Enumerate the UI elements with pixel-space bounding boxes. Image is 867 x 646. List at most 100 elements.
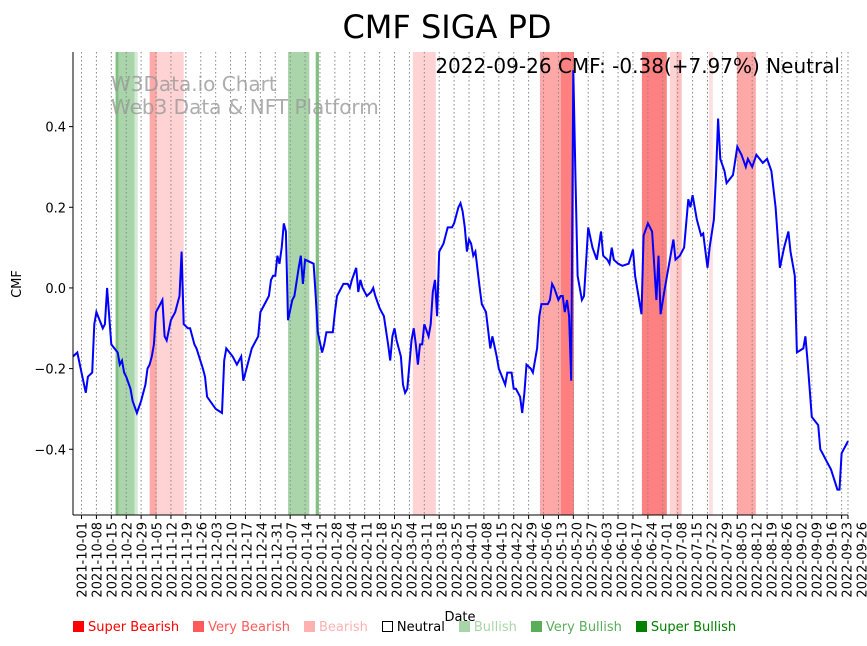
x-tick-label: 2022-07-29: [721, 522, 736, 598]
legend-item-very-bullish: Very Bullish: [530, 620, 622, 635]
legend-label: Super Bullish: [650, 620, 737, 635]
x-tick-label: 2022-04-22: [511, 522, 526, 598]
x-tick-label: 2021-10-01: [76, 522, 91, 598]
y-ticks: 0.4 0.2 0.0 −0.2 −0.4: [34, 121, 73, 458]
watermark-line-2: Web3 Data & NFT Platform: [111, 95, 379, 119]
x-tick-label: 2021-12-31: [271, 522, 286, 598]
x-tick-label: 2021-12-24: [256, 522, 271, 598]
band-bullish-weak-: [134, 52, 138, 515]
y-tick-label: 0.2: [45, 201, 66, 216]
x-tick-label: 2022-03-25: [451, 522, 466, 598]
x-tick-label: 2022-01-14: [301, 522, 316, 598]
band-bearish: [675, 52, 682, 515]
legend-label: Super Bearish: [88, 620, 180, 635]
x-tick-label: 2022-09-02: [796, 522, 811, 598]
y-tick-label: 0.4: [45, 121, 66, 136]
x-tick-label: 2022-05-27: [586, 522, 601, 598]
legend-swatch: [458, 621, 470, 632]
x-tick-label: 2022-06-24: [646, 522, 661, 598]
x-tick-label: 2022-01-07: [286, 522, 301, 598]
x-tick-label: 2022-06-17: [631, 522, 646, 598]
band-bearish: [669, 52, 676, 515]
x-tick-label: 2021-10-22: [121, 522, 136, 598]
band-very-bullish: [115, 52, 119, 515]
legend-item-neutral: Neutral: [381, 620, 445, 635]
x-tick-label: 2022-08-19: [766, 522, 781, 598]
x-tick-label: 2021-11-05: [151, 522, 166, 598]
legend-label: Very Bullish: [545, 620, 622, 635]
x-tick-label: 2022-03-18: [436, 522, 451, 598]
watermark-line-1: W3Data.io Chart: [111, 72, 277, 96]
x-tick-label: 2021-12-17: [241, 522, 256, 598]
x-tick-label: 2021-10-15: [106, 522, 121, 598]
legend-swatch: [73, 621, 84, 632]
x-tick-label: 2022-09-26: [856, 522, 867, 598]
x-tick-label: 2022-03-11: [421, 522, 436, 598]
x-tick-label: 2021-11-19: [181, 522, 196, 598]
legend-item-bearish: Bearish: [303, 620, 368, 635]
x-tick-label: 2021-10-08: [91, 522, 106, 598]
x-tick-label: 2022-09-16: [826, 522, 841, 598]
x-tick-label: 2022-09-09: [811, 522, 826, 598]
legend-swatch: [381, 621, 393, 632]
band-bearish: [412, 52, 436, 515]
x-tick-label: 2022-04-15: [496, 522, 511, 598]
x-tick-label: 2022-05-20: [571, 522, 586, 598]
x-tick-label: 2021-10-29: [136, 522, 151, 598]
legend-item-super-bearish: Super Bearish: [73, 620, 179, 635]
x-tick-label: 2022-02-25: [391, 522, 406, 598]
legend-swatch: [530, 621, 542, 632]
legend-swatch: [635, 621, 647, 632]
y-axis-label: CMF: [10, 270, 25, 298]
x-tick-label: 2022-01-28: [331, 522, 346, 598]
legend-item-bullish: Bullish: [458, 620, 517, 635]
band-very-bearish: [539, 52, 561, 515]
band-very-bearish: [736, 52, 756, 515]
x-tick-label: 2022-07-22: [706, 522, 721, 598]
x-tick-label: 2022-07-15: [691, 522, 706, 598]
grid-lines: [81, 52, 849, 515]
legend-swatch: [193, 621, 205, 632]
x-tick-label: 2022-04-29: [526, 522, 541, 598]
x-tick-label: 2022-04-01: [466, 522, 481, 598]
chart-title: CMF SIGA PD: [342, 8, 551, 46]
cmf-series-line: [72, 70, 849, 491]
x-tick-label: 2022-08-12: [751, 522, 766, 598]
band-super-bearish: [560, 52, 574, 515]
x-tick-label: 2022-08-05: [736, 522, 751, 598]
y-tick-label: −0.2: [34, 363, 66, 378]
band-very-bearish: [149, 52, 157, 515]
x-tick-label: 2022-06-10: [616, 522, 631, 598]
legend-item-super-bullish: Super Bullish: [635, 620, 737, 635]
band-bullish: [118, 52, 135, 515]
x-tick-label: 2022-02-11: [361, 522, 376, 598]
x-ticks: 2021-10-01 2021-10-08 2021-10-15 2021-10-22…: [76, 515, 867, 598]
legend-label: Bearish: [318, 620, 368, 635]
x-tick-label: 2021-11-12: [166, 522, 181, 598]
x-tick-label: 2021-11-26: [196, 522, 211, 598]
x-tick-label: 2022-08-26: [781, 522, 796, 598]
x-tick-label: 2022-05-13: [556, 522, 571, 598]
x-tick-label: 2022-03-04: [406, 522, 421, 598]
x-tick-label: 2022-09-23: [841, 522, 856, 598]
legend-swatch: [303, 621, 315, 632]
legend-label: Neutral: [396, 620, 445, 635]
x-tick-label: 2021-12-10: [226, 522, 241, 598]
x-tick-label: 2022-07-08: [676, 522, 691, 598]
x-tick-label: 2022-02-18: [376, 522, 391, 598]
legend: Super Bearish Very Bearish Bearish Neutral B…: [73, 620, 736, 635]
x-tick-label: 2022-06-03: [601, 522, 616, 598]
legend-label: Very Bearish: [208, 620, 290, 635]
latest-value-annotation: 2022-09-26 CMF: -0.38(+7.97%) Neutral: [435, 54, 840, 78]
y-tick-label: −0.4: [34, 443, 66, 458]
x-tick-label: 2022-01-21: [316, 522, 331, 598]
x-tick-label: 2022-02-04: [346, 522, 361, 598]
legend-label: Bullish: [473, 620, 517, 635]
x-tick-label: 2022-07-01: [661, 522, 676, 598]
x-tick-label: 2022-04-08: [481, 522, 496, 598]
band-bearish-weak-: [708, 52, 713, 515]
x-tick-label: 2022-05-06: [541, 522, 556, 598]
band-very-bullish: [315, 52, 319, 515]
band-bullish: [288, 52, 310, 515]
